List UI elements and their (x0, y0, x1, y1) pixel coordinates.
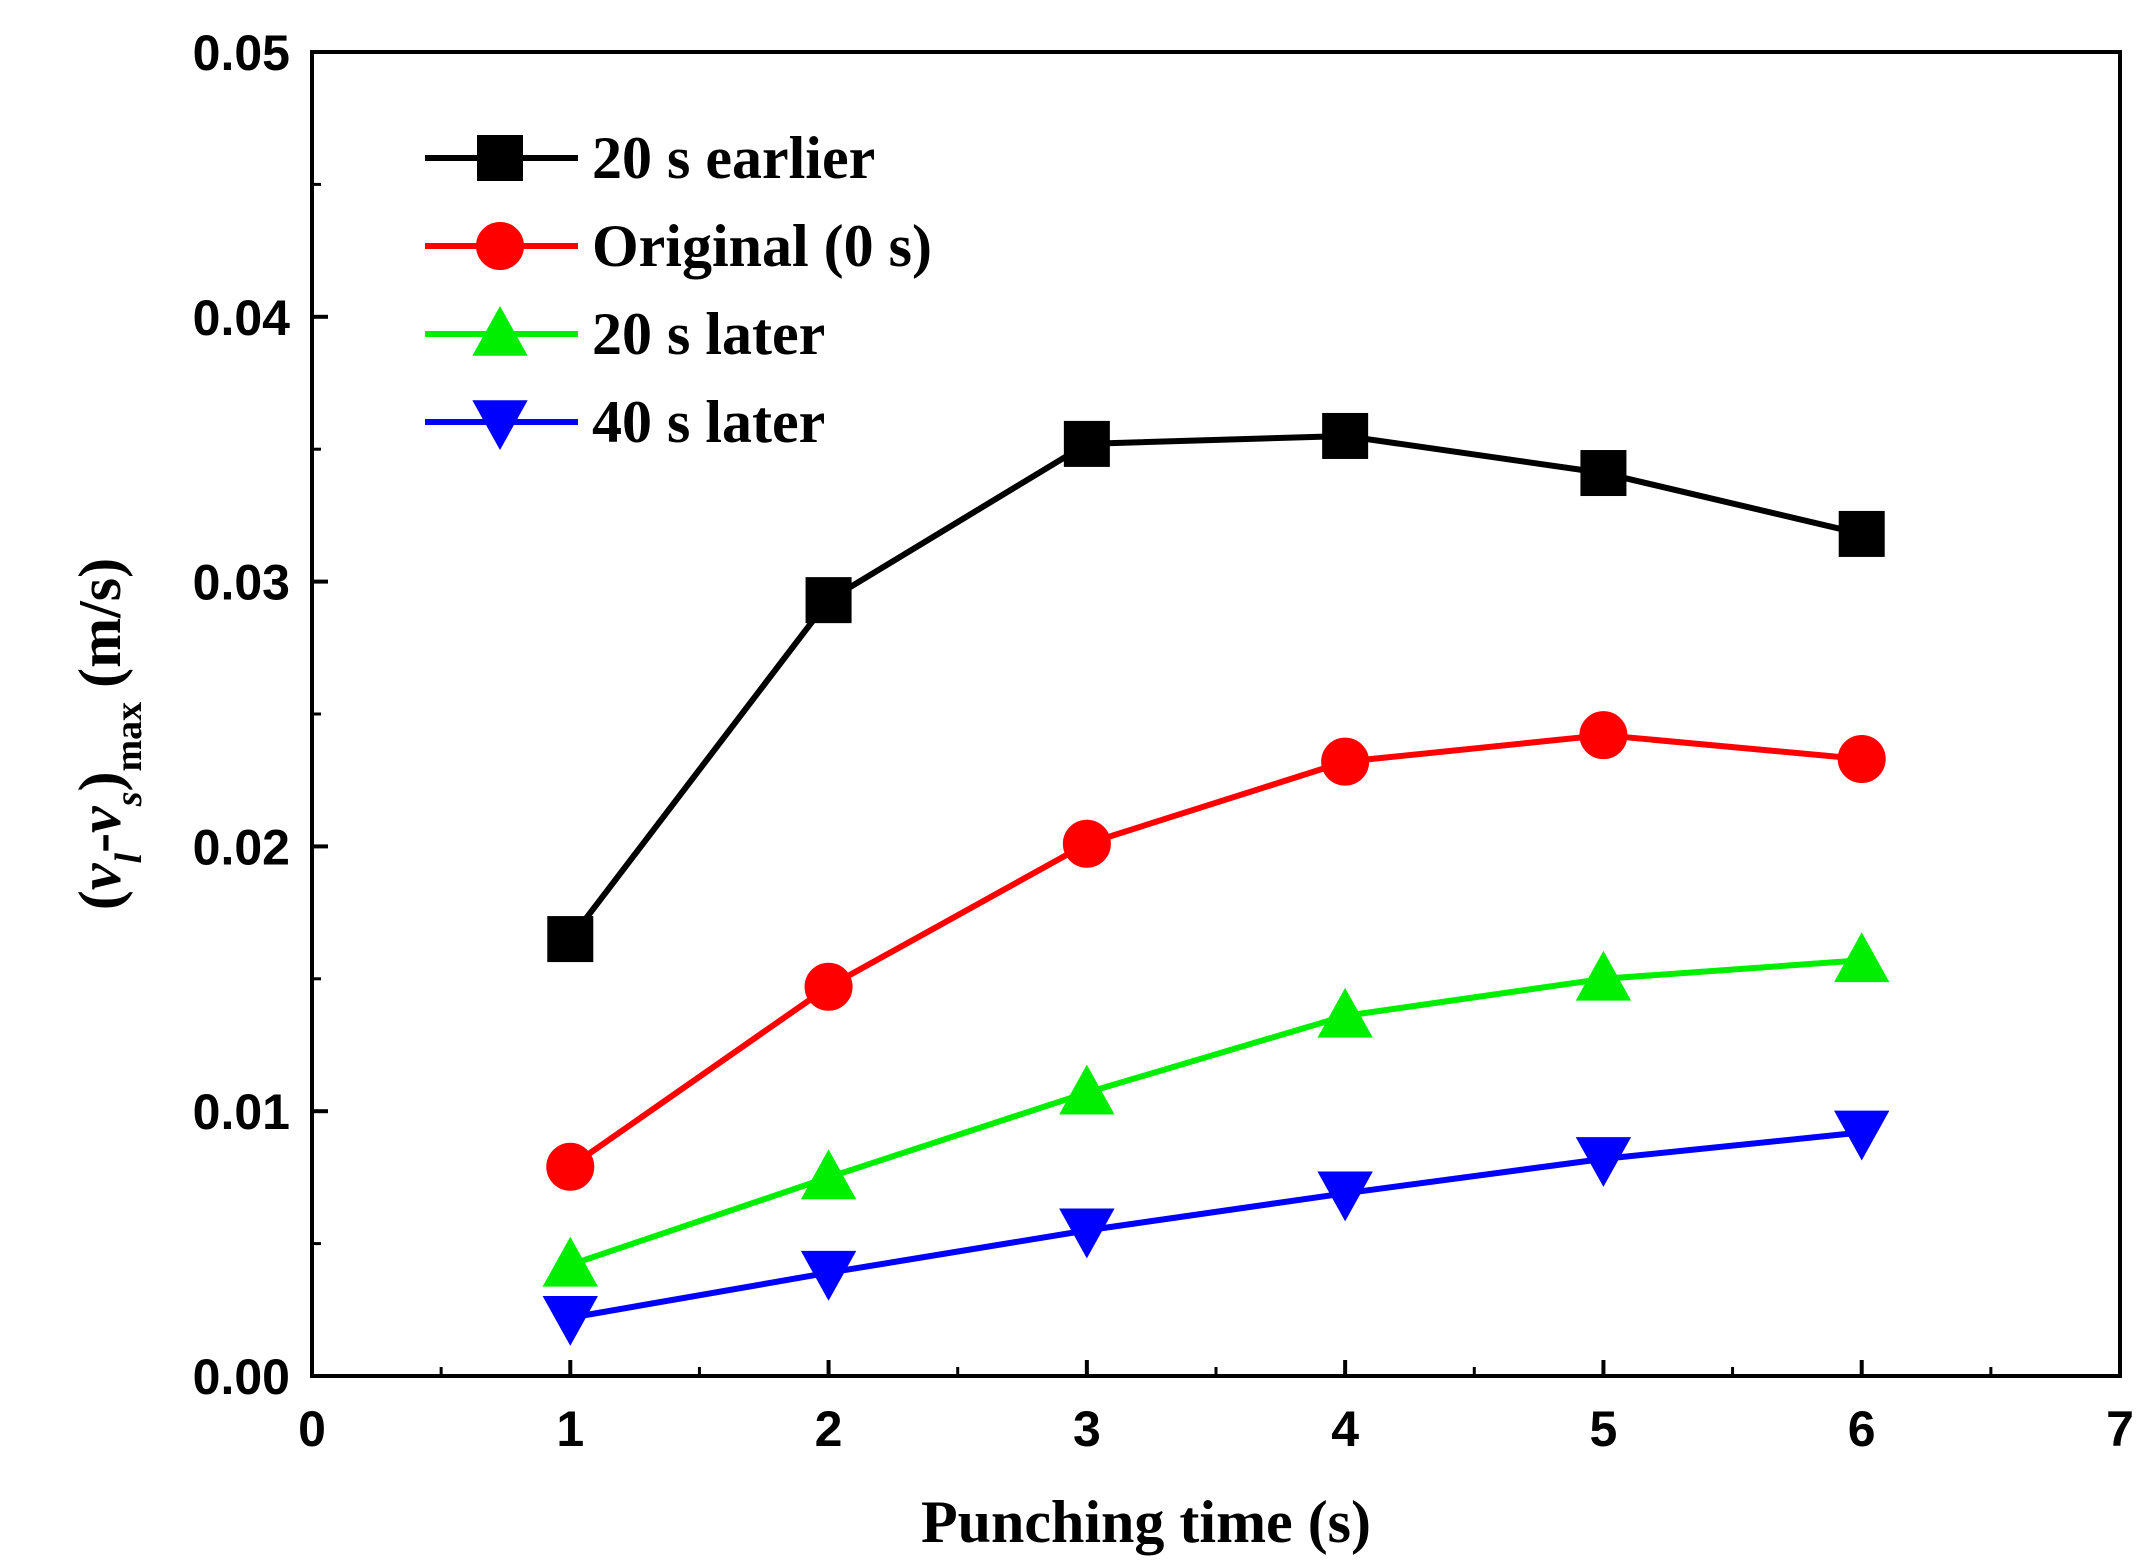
ylabel-unit: (m/s) (67, 558, 133, 688)
data-point (1317, 987, 1373, 1038)
legend-marker (472, 400, 528, 451)
data-point (1579, 711, 1628, 760)
data-point (542, 1236, 598, 1287)
data-point (1317, 1171, 1373, 1222)
ylabel-close-paren: ) (67, 772, 133, 792)
legend-item: 40 s later (425, 389, 825, 455)
x-tick-label: 2 (815, 1401, 843, 1457)
ylabel-sub-max: max (108, 702, 150, 772)
data-point (1838, 510, 1885, 557)
y-tick-label: 0.02 (193, 819, 290, 875)
x-axis-title: Punching time (s) (921, 1489, 1371, 1555)
series-line (568, 732, 1862, 1170)
x-tick-label: 3 (1073, 1401, 1101, 1457)
axis-ticks: 0 1 2 3 4 5 6 7 0.00 0.01 0.02 0.03 0.04 0.05 (193, 25, 2134, 1457)
series-layer (542, 412, 1890, 1346)
y-tick-label: 0.00 (193, 1349, 290, 1405)
y-axis-title: (vl-vs)max(m/s) (67, 558, 150, 910)
data-point (1321, 737, 1370, 786)
legend-label: 20 s later (592, 301, 825, 367)
y-tick-label: 0.05 (193, 25, 290, 81)
series-20-s-earlier (547, 412, 1885, 963)
ylabel-sub-s: s (108, 792, 150, 808)
legend-marker (477, 135, 523, 181)
legend-label: 40 s later (592, 389, 825, 455)
data-point (800, 1250, 857, 1301)
data-point (1834, 1110, 1890, 1161)
x-tick-label: 5 (1590, 1401, 1618, 1457)
data-point (1063, 420, 1110, 467)
y-tick-label: 0.03 (193, 555, 290, 611)
series-original-0-s (546, 711, 1886, 1191)
legend-label: Original (0 s) (592, 213, 932, 279)
data-point (1834, 932, 1890, 983)
series-20-s-later (542, 932, 1890, 1287)
ylabel-open-paren: ( (67, 890, 133, 910)
ylabel-sub-l: l (108, 852, 150, 863)
y-tick-label: 0.04 (193, 290, 291, 346)
data-point (804, 962, 853, 1011)
x-tick-label: 0 (298, 1401, 326, 1457)
x-tick-label: 7 (2106, 1401, 2134, 1457)
data-point (1837, 735, 1886, 784)
data-point (1059, 1064, 1115, 1115)
x-tick-label: 6 (1848, 1401, 1876, 1457)
data-point (547, 916, 594, 963)
y-tick-label: 0.01 (193, 1084, 290, 1140)
series-line (569, 957, 1862, 1268)
legend: 20 s earlier Original (0 s) 20 s later 40 s… (425, 125, 932, 455)
series-line (567, 432, 1863, 941)
x-tick-label: 1 (556, 1401, 584, 1457)
data-point (1059, 1208, 1115, 1259)
data-point (805, 577, 852, 624)
ylabel-v-l: v (67, 862, 133, 890)
ylabel-dash: - (67, 833, 133, 853)
legend-item: Original (0 s) (425, 213, 932, 279)
legend-label: 20 s earlier (592, 125, 875, 191)
ylabel-v-s: v (67, 805, 133, 833)
data-point (542, 1295, 598, 1346)
data-point (1575, 950, 1632, 1001)
data-point (1322, 412, 1369, 459)
x-tick-label: 4 (1331, 1401, 1359, 1457)
data-point (1580, 450, 1627, 497)
data-point (1062, 819, 1111, 868)
data-point (800, 1149, 857, 1200)
legend-marker (476, 222, 524, 270)
legend-item: 20 s later (425, 301, 825, 367)
data-point (1575, 1137, 1632, 1187)
data-point (546, 1142, 595, 1191)
legend-marker (472, 305, 528, 356)
series-line (569, 1129, 1863, 1321)
series-40-s-later (542, 1110, 1890, 1346)
legend-item: 20 s earlier (425, 125, 875, 191)
